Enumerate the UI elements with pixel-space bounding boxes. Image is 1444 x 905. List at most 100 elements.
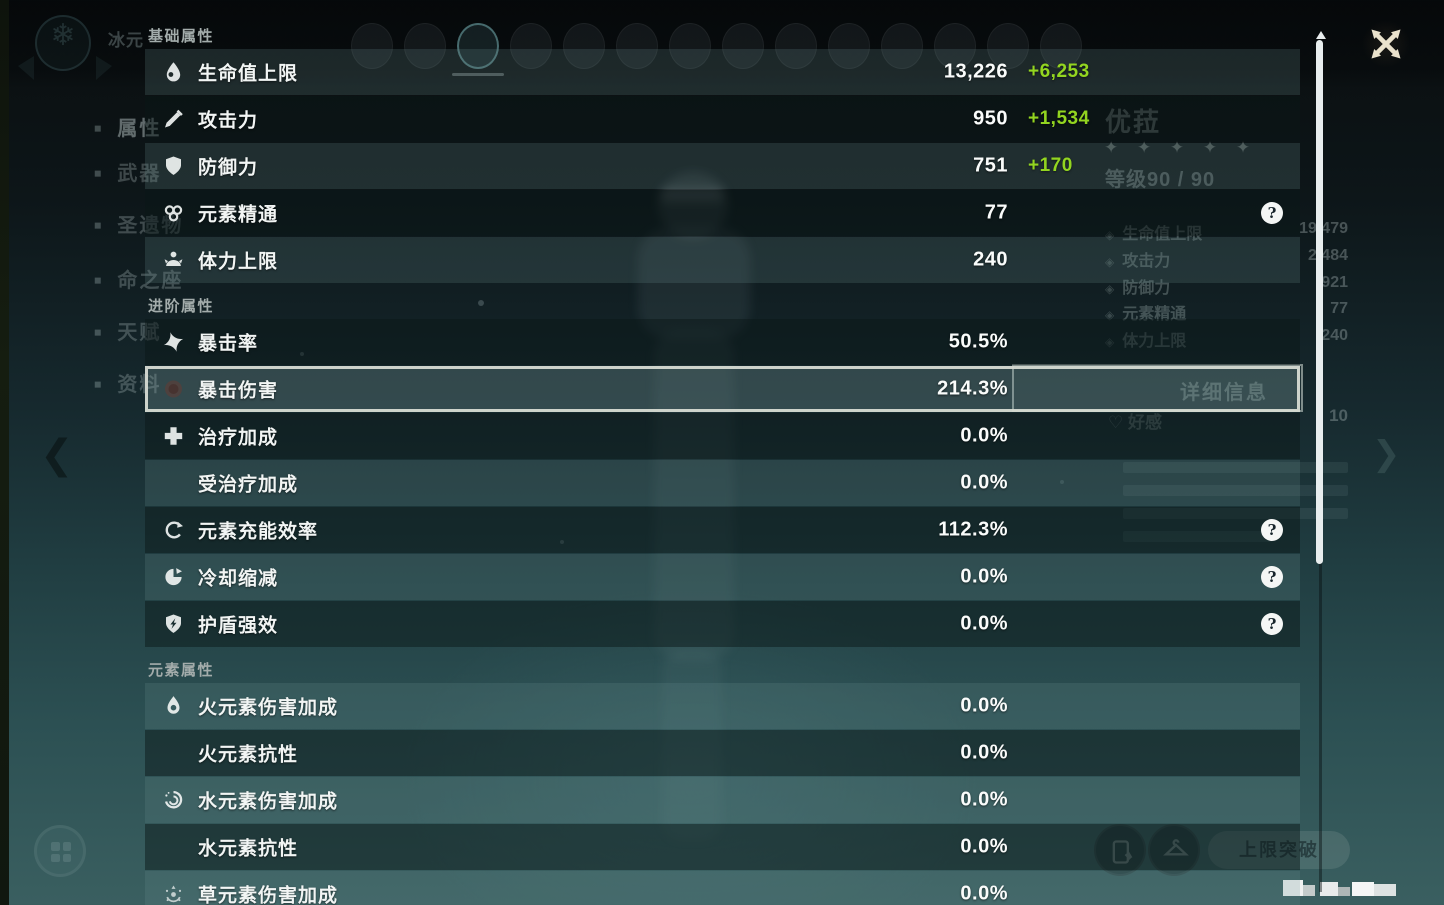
stat-row[interactable]: 体力上限 240 [145, 237, 1300, 283]
stat-value: 0.0% [960, 882, 1008, 905]
party-avatar-selected [457, 23, 499, 69]
pyro-icon [162, 695, 185, 718]
detail-info-label: 详细信息 [1180, 382, 1268, 404]
stat-value: 0.0% [960, 424, 1008, 447]
bg-stat-value: 240 [1321, 327, 1348, 344]
scrollbar-thumb[interactable] [1316, 40, 1323, 564]
hydro-icon [162, 789, 185, 812]
stat-row[interactable]: 治疗加成 0.0% [145, 413, 1300, 459]
sparkle [300, 352, 304, 356]
stat-row[interactable]: 暴击伤害 214.3% [145, 366, 1300, 412]
card-icon [1112, 840, 1133, 864]
stat-row[interactable]: 火元素抗性 0.0% [145, 730, 1300, 776]
party-avatar [351, 23, 393, 69]
stat-value: 950 [973, 107, 1008, 130]
sidebar-item-5: ◆ 天赋 [90, 322, 162, 344]
profile-card-button [1094, 824, 1146, 876]
scrollbar-top-arrow [1315, 31, 1326, 39]
stat-bonus-value: +6,253 [1028, 61, 1090, 82]
stat-row[interactable]: 水元素抗性 0.0% [145, 824, 1300, 870]
help-icon[interactable]: ? [1261, 202, 1283, 224]
sidebar-item-4: ◆ 命之座 [90, 270, 184, 292]
section-header: 元素属性 [148, 662, 215, 679]
atk-icon [162, 108, 185, 131]
party-avatar [669, 23, 711, 69]
stat-label: 冷却缩减 [198, 568, 279, 590]
stat-label: 防御力 [198, 157, 259, 179]
sidebar-item-2: ◆ 武器 [90, 163, 162, 185]
bg-stat-value: 19,479 [1299, 220, 1348, 237]
party-avatar [1040, 23, 1082, 69]
stat-row[interactable]: 攻击力 950 +1,534 [145, 96, 1300, 142]
stat-value: 0.0% [960, 565, 1008, 588]
stat-bonus-value: +170 [1028, 155, 1073, 176]
character-silhouette [620, 150, 790, 850]
hp-icon [162, 61, 185, 84]
attribute-group: 基础属性 生命值上限 13,226 +6,253 攻击力 950 +1,534 防御力 751 +… [145, 25, 1300, 283]
bg-stat-label: ◈ 攻击力 [1105, 253, 1171, 270]
diamond-bullet-icon: ◆ [90, 166, 107, 182]
stat-value: 77 [984, 201, 1008, 224]
stat-row[interactable]: 护盾强效 0.0%? [145, 601, 1300, 647]
stat-label: 护盾强效 [198, 615, 279, 637]
bg-stat-label: ◈ 防御力 [1105, 280, 1171, 297]
help-icon[interactable]: ? [1261, 519, 1283, 541]
diamond-bullet-icon: ◆ [90, 273, 107, 289]
sidebar-item-3: ◆ 圣遗物 [90, 215, 184, 237]
stat-row[interactable]: 冷却缩减 0.0%? [145, 554, 1300, 600]
friendship-label: ♡ 好感 [1108, 413, 1162, 432]
grid-icon [51, 842, 71, 862]
ascend-button-label: 上限突破 [1239, 840, 1319, 860]
stat-label: 暴击伤害 [198, 380, 279, 402]
stat-value: 0.0% [960, 741, 1008, 764]
party-avatar [987, 23, 1029, 69]
crit-rate-icon [162, 331, 185, 354]
party-avatar [881, 23, 923, 69]
stat-row[interactable]: 元素充能效率 112.3%? [145, 507, 1300, 553]
friendship-value: 10 [1329, 406, 1348, 425]
stat-value: 0.0% [960, 471, 1008, 494]
party-avatar [563, 23, 605, 69]
stat-label: 草元素伤害加成 [198, 885, 339, 905]
stat-row[interactable]: 防御力 751 +170 [145, 143, 1300, 189]
dendro-icon [162, 883, 185, 905]
stat-label: 元素充能效率 [198, 521, 319, 543]
stat-value: 214.3% [937, 377, 1008, 400]
help-icon[interactable]: ? [1261, 566, 1283, 588]
party-avatar [510, 23, 552, 69]
next-character-chevron-icon: ❯ [1372, 435, 1401, 473]
close-button[interactable] [1368, 26, 1404, 62]
stat-row[interactable]: 生命值上限 13,226 +6,253 [145, 49, 1300, 95]
section-header: 进阶属性 [148, 298, 215, 315]
prev-character-chevron-icon: ❮ [40, 433, 74, 477]
help-icon[interactable]: ? [1261, 613, 1283, 635]
stat-row[interactable]: 草元素伤害加成 0.0% [145, 871, 1300, 905]
stat-value: 240 [973, 248, 1008, 271]
bg-stat-label: ◈ 体力上限 [1105, 333, 1187, 350]
stat-row[interactable]: 受治疗加成 0.0% [145, 460, 1300, 506]
party-avatar [775, 23, 817, 69]
stat-row[interactable]: 火元素伤害加成 0.0% [145, 683, 1300, 729]
stat-value: 751 [973, 154, 1008, 177]
cooldown-reduction-icon [162, 566, 185, 589]
stat-label: 火元素伤害加成 [198, 697, 339, 719]
diamond-bullet-icon: ◆ [90, 121, 107, 137]
section-header: 基础属性 [148, 28, 215, 45]
ascend-button: 上限突破 [1208, 831, 1350, 869]
character-rarity-stars: ✦ ✦ ✦ ✦ ✦ [1104, 138, 1258, 157]
character-level: 等级90 / 90 [1105, 169, 1216, 191]
stamina-icon [162, 249, 185, 272]
stat-row[interactable]: 水元素伤害加成 0.0% [145, 777, 1300, 823]
stat-row[interactable]: 暴击率 50.5% [145, 319, 1300, 365]
outfit-button [1148, 824, 1200, 876]
element-label: 冰元 [108, 31, 144, 50]
healing-bonus-icon [162, 425, 185, 448]
world-edge-strip [0, 0, 9, 905]
character-name: 优菈 [1105, 107, 1162, 137]
bg-stat-label: ◈ 元素精通 [1105, 306, 1187, 323]
stat-row[interactable]: 元素精通 77? [145, 190, 1300, 236]
party-avatar [616, 23, 658, 69]
stat-label: 攻击力 [198, 110, 259, 132]
stat-label: 治疗加成 [198, 427, 279, 449]
party-avatar [934, 23, 976, 69]
